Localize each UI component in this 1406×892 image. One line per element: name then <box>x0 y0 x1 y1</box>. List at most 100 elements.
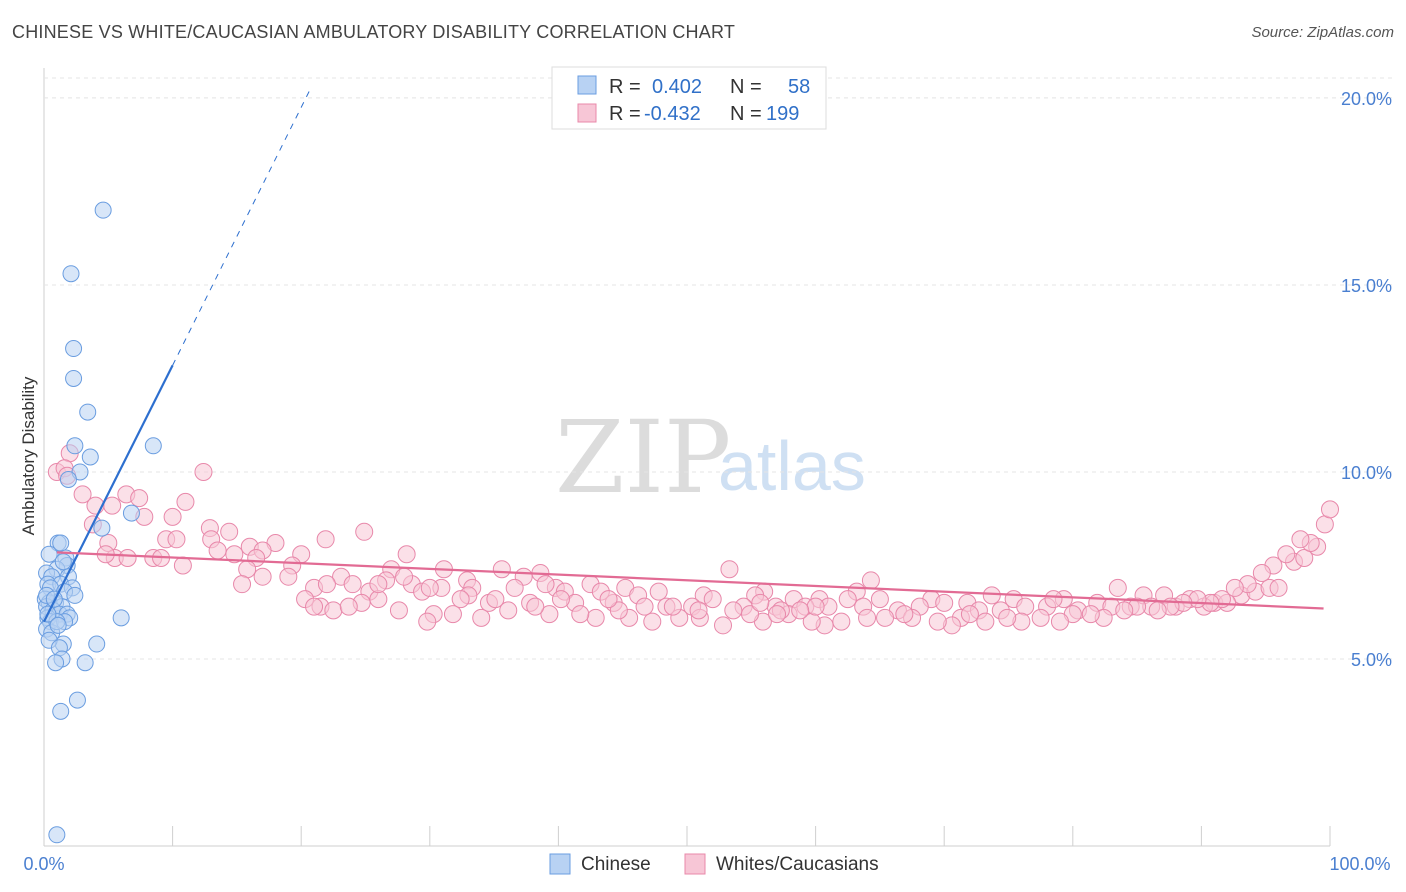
data-point <box>526 597 545 616</box>
data-point <box>49 616 67 634</box>
data-point <box>741 605 760 624</box>
data-point <box>838 590 857 609</box>
data-point <box>505 578 524 597</box>
legend-r-value-chinese: 0.402 <box>652 76 702 98</box>
data-point <box>68 691 86 709</box>
data-point <box>65 340 83 358</box>
data-point <box>751 593 770 612</box>
data-point <box>79 403 97 421</box>
data-point <box>54 553 72 571</box>
data-point <box>982 586 1001 605</box>
legend-frame <box>551 66 827 130</box>
data-point <box>369 590 388 609</box>
data-point <box>1031 608 1050 627</box>
series-whites-caucasians <box>47 444 1339 635</box>
legend-n-label-chinese: N = <box>730 76 762 98</box>
bottom-legend: Chinese Whites/Caucasians <box>549 853 879 875</box>
data-point <box>870 590 889 609</box>
data-point <box>389 601 408 620</box>
data-point <box>1321 500 1339 519</box>
data-point <box>536 575 555 594</box>
data-point <box>233 575 252 594</box>
data-point <box>1108 578 1127 597</box>
series-chinese <box>36 201 162 844</box>
y-tick-label: 10.0% <box>1341 463 1392 483</box>
legend-swatch-chinese <box>577 75 597 95</box>
data-point <box>599 590 618 609</box>
data-point <box>88 635 106 653</box>
data-point <box>173 556 192 575</box>
data-point <box>571 605 590 624</box>
data-point <box>635 597 654 616</box>
data-point <box>76 654 94 672</box>
data-point <box>724 601 743 620</box>
y-axis-label: Ambulatory Disability <box>19 376 38 535</box>
data-point <box>492 560 511 579</box>
source-credit: Source: ZipAtlas.com <box>1251 24 1394 41</box>
data-point <box>703 590 722 609</box>
bottom-legend-swatch-chinese <box>549 853 571 875</box>
data-point <box>643 612 662 631</box>
data-point <box>1291 530 1310 549</box>
data-point <box>689 601 708 620</box>
data-point <box>451 590 470 609</box>
data-point <box>355 522 374 541</box>
data-point <box>1225 578 1244 597</box>
data-point <box>499 601 518 620</box>
x-axis-ticks <box>172 826 1331 846</box>
data-point <box>418 612 437 631</box>
data-point <box>443 605 462 624</box>
watermark-zip: ZIP <box>555 399 731 516</box>
trendline-white <box>56 551 1324 610</box>
data-point <box>48 826 66 844</box>
data-point <box>1016 597 1035 616</box>
data-point <box>220 522 239 541</box>
data-point <box>52 702 70 720</box>
data-point <box>167 530 186 549</box>
data-point <box>649 582 668 601</box>
data-point <box>73 485 92 504</box>
data-point <box>317 575 336 594</box>
bottom-legend-white: Whites/Caucasians <box>716 854 879 875</box>
data-point <box>1277 545 1296 564</box>
data-point <box>586 608 605 627</box>
data-point <box>1081 605 1100 624</box>
legend-n-value-chinese: 58 <box>788 76 810 98</box>
chart-title: CHINESE VS WHITE/CAUCASIAN AMBULATORY DI… <box>12 22 736 42</box>
data-point <box>397 545 416 564</box>
data-point <box>395 567 414 586</box>
data-point <box>1148 601 1167 620</box>
data-point <box>144 437 162 455</box>
data-point <box>253 567 272 586</box>
data-point <box>324 601 343 620</box>
data-point <box>93 519 111 537</box>
data-point <box>1315 515 1334 534</box>
data-point <box>832 612 851 631</box>
data-point <box>40 545 58 563</box>
data-point <box>316 530 335 549</box>
x-tick-label-max: 100.0% <box>1329 854 1390 874</box>
legend-n-value-white: 199 <box>766 103 799 125</box>
legend-box: R = 0.402 N = 58 R = -0.432 N = 199 <box>551 66 827 130</box>
data-point <box>1044 590 1063 609</box>
data-point <box>130 489 149 508</box>
bottom-legend-swatch-white <box>684 853 706 875</box>
data-point <box>305 597 324 616</box>
data-point <box>66 437 84 455</box>
y-tick-label: 20.0% <box>1341 89 1392 109</box>
data-point <box>81 448 99 466</box>
data-point <box>1252 563 1271 582</box>
data-point <box>1269 578 1288 597</box>
legend-n-label-white: N = <box>730 103 762 125</box>
data-point <box>876 608 895 627</box>
data-point <box>66 586 84 604</box>
data-point <box>122 504 140 522</box>
data-point <box>861 571 880 590</box>
data-point <box>895 605 914 624</box>
data-point <box>486 590 505 609</box>
trendline-chinese-extension <box>172 86 312 366</box>
data-point <box>720 560 739 579</box>
data-point <box>928 612 947 631</box>
data-point <box>339 597 358 616</box>
